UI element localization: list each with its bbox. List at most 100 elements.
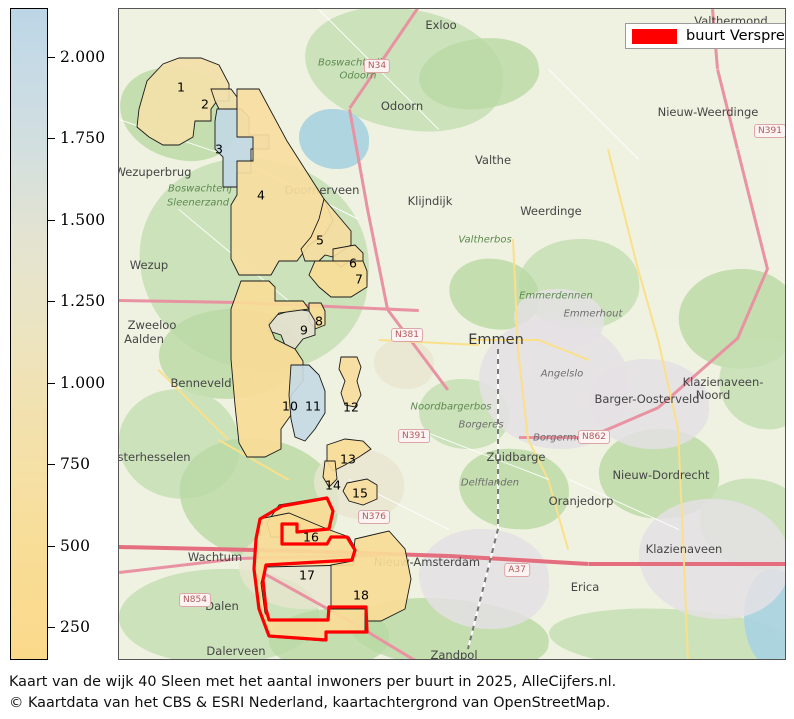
- highlight-outline-verspreide-huizen-holsloot: [252, 496, 369, 642]
- buurt-number-label: 11: [305, 398, 321, 414]
- place-label: Borgermeer: [533, 432, 593, 444]
- buurt-number-label: 5: [316, 232, 324, 248]
- road-shield: N862: [578, 430, 610, 444]
- buurt-number-label: 15: [352, 485, 368, 501]
- buurt-polygon[interactable]: [322, 460, 338, 488]
- place-label: Odoorn: [339, 70, 377, 82]
- buurt-polygon[interactable]: [308, 260, 368, 298]
- road-segment: [589, 562, 785, 566]
- place-label: Boswachterij: [167, 183, 233, 195]
- place-label: Klijndijk: [407, 194, 453, 208]
- colorbar-tick-mark: [48, 138, 55, 140]
- road-shield: N34: [363, 59, 391, 73]
- place-label: Aalden: [124, 332, 164, 346]
- buurt-number-label: 6: [349, 255, 357, 271]
- colorbar-tick-label: 750: [60, 455, 91, 474]
- place-label: Noordbargerbos: [410, 401, 492, 413]
- place-label: Wezuperbrug: [118, 165, 192, 179]
- legend-label: buurt Verspreide huizen Holsloot: [686, 28, 785, 44]
- buurt-number-label: 9: [300, 322, 308, 338]
- colorbar-tick-mark: [48, 464, 55, 466]
- place-label: Exloo: [425, 18, 457, 32]
- place-label: Dalen: [205, 599, 239, 613]
- colorbar-tick-label: 1.500: [60, 210, 106, 229]
- place-label: Klazienaveen: [645, 542, 723, 556]
- place-label: Sleenerzand: [166, 197, 230, 209]
- buurt-number-label: 1: [177, 79, 185, 95]
- buurt-number-label: 14: [325, 477, 341, 493]
- landcover-area: [639, 499, 785, 619]
- buurt-polygon[interactable]: [338, 356, 362, 408]
- place-label: Delftlanden: [460, 477, 520, 489]
- buurt-number-label: 18: [353, 587, 369, 603]
- buurt-polygon[interactable]: [330, 530, 412, 622]
- map-canvas[interactable]: Exloo Valthermond Boswachterij Odoorn Odoorn…: [118, 8, 786, 660]
- colorbar-tick-mark: [48, 627, 55, 629]
- buurt-number-label: 12: [343, 399, 359, 415]
- road-shield: N391: [754, 124, 785, 138]
- place-label: Valthe: [474, 153, 512, 167]
- road-shield: N381: [391, 328, 423, 342]
- colorbar-tick-label: 250: [60, 618, 91, 637]
- road-segment: [469, 339, 539, 342]
- place-label: Zandpol: [430, 648, 478, 660]
- place-label: Odoorn: [380, 99, 424, 113]
- place-label: Nieuw-Weerdinge: [657, 105, 759, 119]
- buurt-number-label: 3: [215, 141, 223, 157]
- buurt-polygon[interactable]: [136, 57, 230, 146]
- place-label: Wezup: [129, 258, 169, 272]
- road-shield: N854: [179, 593, 211, 607]
- place-label: Oosterhesselen: [118, 450, 191, 464]
- place-label: Emmerhout: [563, 308, 623, 320]
- buurt-number-label: 10: [282, 398, 298, 414]
- colorbar-tick-label: 2.000: [60, 47, 106, 66]
- place-label: Borgeres: [458, 419, 504, 431]
- buurt-polygon[interactable]: [288, 364, 326, 442]
- road-shield: N391: [398, 429, 430, 443]
- place-label: Weerdinge: [520, 204, 582, 218]
- buurt-number-label: 17: [299, 567, 315, 583]
- legend-box: buurt Verspreide huizen Holsloot: [625, 23, 785, 49]
- buurt-polygons[interactable]: [119, 9, 786, 660]
- buurt-number-label: 8: [315, 313, 323, 329]
- buurt-number-label: 16: [303, 529, 319, 545]
- landcover-area: [374, 339, 434, 389]
- place-label: Barger-Oosterveld: [594, 392, 700, 406]
- colorbar-tick-mark: [48, 219, 55, 221]
- colorbar-tick-label: 1.750: [60, 129, 106, 148]
- buurt-number-label: 7: [355, 271, 363, 287]
- colorbar-tick-mark: [48, 56, 55, 58]
- buurt-polygon[interactable]: [342, 478, 378, 506]
- place-label: Boswachterij: [317, 57, 383, 69]
- place-label: Emmerdennen: [519, 290, 593, 302]
- buurt-number-label: 2: [201, 96, 209, 112]
- place-label: Zweeloo: [127, 318, 177, 332]
- road-shield: N376: [358, 510, 390, 524]
- buurt-polygon[interactable]: [210, 88, 238, 110]
- place-label: Angelslo: [540, 368, 584, 380]
- place-label: Nieuw-Dordrecht: [612, 468, 710, 482]
- map-background: Exloo Valthermond Boswachterij Odoorn Odoorn…: [119, 9, 785, 659]
- place-label: Wachtum: [187, 550, 243, 564]
- colorbar-tick-mark: [48, 545, 55, 547]
- landcover-area: [639, 159, 769, 269]
- place-label: Oranjedorp: [548, 494, 614, 508]
- figure-caption: Kaart van de wijk 40 Sleen met het aanta…: [9, 672, 789, 713]
- caption-line-2: © Kaartdata van het CBS & ESRI Nederland…: [9, 694, 611, 711]
- place-label: Erica: [570, 580, 600, 594]
- place-label: Klazienaveen-: [682, 375, 764, 389]
- buurt-number-label: 13: [340, 451, 356, 467]
- colorbar-tick-mark: [48, 382, 55, 384]
- colorbar: 2.000 1.750 1.500 1.250 1.000 750 500 250: [10, 8, 105, 660]
- place-label: Benneveld: [170, 376, 232, 390]
- place-label: Dalerveen: [206, 644, 266, 658]
- buurt-number-label: 4: [257, 187, 265, 203]
- road-shield: A37: [504, 563, 530, 577]
- colorbar-tick-label: 1.250: [60, 292, 106, 311]
- colorbar-tick-label: 500: [60, 536, 91, 555]
- place-label: Valtherbos: [458, 234, 512, 246]
- place-label: Noord: [695, 388, 731, 402]
- place-label: Zuidbarge: [486, 450, 546, 464]
- place-label: Emmen: [468, 332, 524, 348]
